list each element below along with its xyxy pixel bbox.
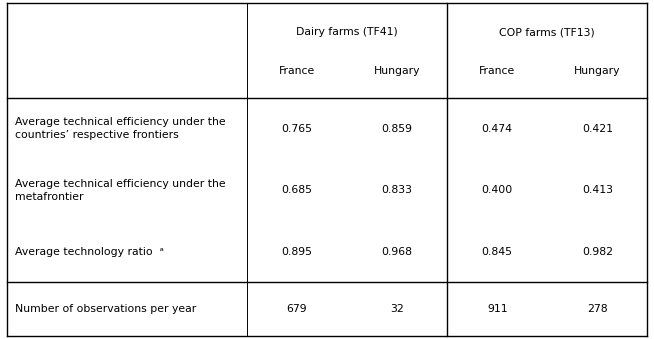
Text: Dairy farms (TF41): Dairy farms (TF41)	[296, 27, 398, 37]
Text: France: France	[279, 66, 315, 76]
Text: 0.982: 0.982	[582, 247, 613, 257]
Text: 0.400: 0.400	[481, 185, 513, 195]
Text: 278: 278	[587, 304, 608, 314]
Text: 0.833: 0.833	[381, 185, 413, 195]
Text: Hungary: Hungary	[574, 66, 621, 76]
Text: 0.413: 0.413	[582, 185, 613, 195]
Text: Number of observations per year: Number of observations per year	[15, 304, 196, 314]
Text: 0.895: 0.895	[281, 247, 313, 257]
Text: 0.845: 0.845	[482, 247, 513, 257]
Text: Average technology ratio  ᵃ: Average technology ratio ᵃ	[15, 247, 164, 257]
Text: 0.685: 0.685	[281, 185, 313, 195]
Text: 0.968: 0.968	[381, 247, 413, 257]
Text: 0.859: 0.859	[381, 124, 413, 134]
Text: 32: 32	[390, 304, 404, 314]
Text: France: France	[479, 66, 515, 76]
Text: 0.421: 0.421	[582, 124, 613, 134]
Text: COP farms (TF13): COP farms (TF13)	[500, 27, 595, 37]
Text: 679: 679	[286, 304, 307, 314]
Text: Average technical efficiency under the
metafrontier: Average technical efficiency under the m…	[15, 179, 226, 202]
Text: Average technical efficiency under the
countries’ respective frontiers: Average technical efficiency under the c…	[15, 117, 226, 140]
Text: Hungary: Hungary	[374, 66, 421, 76]
Text: 0.765: 0.765	[281, 124, 313, 134]
Text: 911: 911	[487, 304, 508, 314]
Text: 0.474: 0.474	[482, 124, 513, 134]
